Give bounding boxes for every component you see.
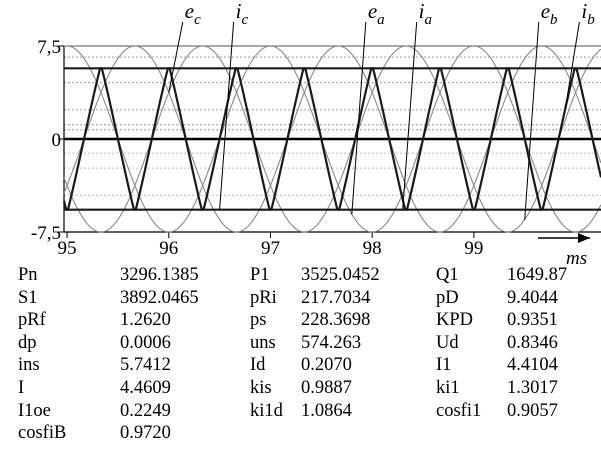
- annotation-label-ec: ec: [185, 0, 201, 28]
- parameter-value: 0.2070: [301, 354, 352, 377]
- parameter-value: 0.9720: [120, 422, 171, 445]
- annotation-leader: [565, 22, 579, 108]
- parameter-name: ki1d: [250, 400, 283, 423]
- parameter-value: 217.7034: [301, 287, 370, 310]
- x-tick-label: 96: [159, 238, 178, 259]
- parameter-name: ps: [250, 309, 266, 332]
- parameter-value: 5.7412: [120, 354, 171, 377]
- x-tick-label: 98: [363, 238, 382, 259]
- annotation-label-eb: eb: [541, 0, 558, 28]
- parameter-name: ins: [18, 354, 40, 377]
- parameter-name: dp: [18, 332, 37, 355]
- parameter-value: 0.9351: [507, 309, 558, 332]
- parameter-value: 574.263: [301, 332, 361, 355]
- parameter-value: 3525.0452: [301, 264, 380, 287]
- annotation-label-ic: ic: [236, 0, 249, 28]
- annotation-label-ia: ia: [419, 0, 432, 28]
- parameter-row: pRf 1.2620 ps 228.3698 KPD 0.9351: [0, 309, 601, 332]
- parameter-value: 0.9057: [507, 400, 558, 423]
- x-tick-label: 97: [261, 238, 280, 259]
- x-tick-label: 99: [464, 238, 483, 259]
- annotation-leader: [220, 22, 234, 210]
- parameter-name: pRf: [18, 309, 46, 332]
- y-tick-label: -7,5: [31, 223, 61, 244]
- parameter-name: I: [18, 377, 24, 400]
- parameter-value: 4.4609: [120, 377, 171, 400]
- annotation-leader: [352, 22, 366, 214]
- parameter-row: Pn 3296.1385 P1 3525.0452 Q1 1649.87: [0, 264, 601, 287]
- parameter-name: pRi: [250, 287, 277, 310]
- parameter-value: 0.9887: [301, 377, 352, 400]
- parameter-name: P1: [250, 264, 270, 287]
- parameter-name: uns: [250, 332, 276, 355]
- parameter-row: S1 3892.0465 pRi 217.7034 pD 9.4044: [0, 287, 601, 310]
- parameter-name: kis: [250, 377, 272, 400]
- annotation-label-ea: ea: [368, 0, 385, 28]
- parameter-value: 228.3698: [301, 309, 370, 332]
- parameter-value: 3892.0465: [120, 287, 199, 310]
- parameter-row: dp 0.0006 uns 574.263 Ud 0.8346: [0, 332, 601, 355]
- parameter-name: Ud: [436, 332, 459, 355]
- parameter-value: 3296.1385: [120, 264, 199, 287]
- parameter-row: I1oe 0.2249 ki1d 1.0864 cosfi1 0.9057: [0, 400, 601, 423]
- chart-axes: [64, 46, 601, 232]
- parameter-value: 1.2620: [120, 309, 171, 332]
- parameter-name: Q1: [436, 264, 459, 287]
- parameter-row: I 4.4609 kis 0.9887 ki1 1.3017: [0, 377, 601, 400]
- parameter-value: 1649.87: [507, 264, 567, 287]
- parameter-name: Id: [250, 354, 265, 377]
- parameter-name: I1oe: [18, 400, 51, 423]
- x-tick-label: 95: [58, 238, 77, 259]
- parameter-table: Pn 3296.1385 P1 3525.0452 Q1 1649.87 S1 3892.04…: [0, 264, 601, 445]
- x-tick-labels: 95 96 97 98 99: [58, 232, 484, 259]
- parameter-name: S1: [18, 287, 38, 310]
- parameter-row: cosfiB 0.9720: [0, 422, 601, 445]
- parameter-row: ins 5.7412 Id 0.2070 I1 4.4104: [0, 354, 601, 377]
- parameter-name: ki1: [436, 377, 460, 400]
- parameter-name: cosfi1: [436, 400, 481, 423]
- parameter-value: 0.8346: [507, 332, 558, 355]
- y-tick-label: 7,5: [37, 37, 61, 58]
- annotation-label-ib: ib: [581, 0, 595, 28]
- waveform-chart: 7,50-7,5 95 96 97 98 99 ec ic ea ia eb ib ms: [0, 0, 601, 268]
- y-tick-label: 0: [52, 130, 62, 151]
- parameter-value: 0.2249: [120, 400, 171, 423]
- y-tick-labels: 7,5 0 -7,5: [31, 37, 64, 244]
- parameter-name: cosfiB: [18, 422, 66, 445]
- parameter-name: Pn: [18, 264, 38, 287]
- parameter-name: KPD: [436, 309, 473, 332]
- parameter-value: 1.0864: [301, 400, 352, 423]
- parameter-value: 1.3017: [507, 377, 558, 400]
- x-axis-arrow: [538, 233, 590, 243]
- parameter-name: pD: [436, 287, 459, 310]
- parameter-value: 4.4104: [507, 354, 558, 377]
- parameter-value: 0.0006: [120, 332, 171, 355]
- parameter-name: I1: [436, 354, 451, 377]
- parameter-value: 9.4044: [507, 287, 558, 310]
